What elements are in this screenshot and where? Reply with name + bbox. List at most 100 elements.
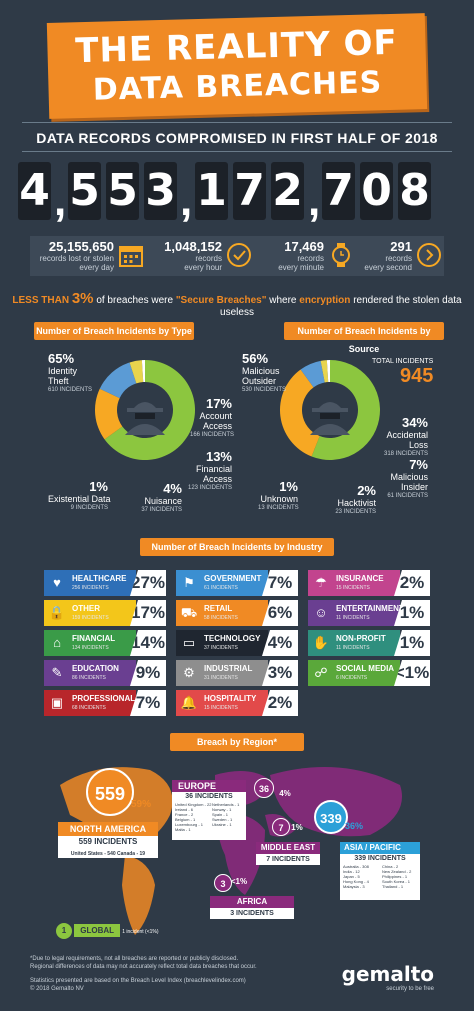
total-incidents: TOTAL INCIDENTS 945 <box>372 358 433 387</box>
bank-icon: ⌂ <box>53 635 61 650</box>
graduation-icon: ✎ <box>51 665 63 680</box>
ap-count-bubble: 339 <box>314 800 348 834</box>
secure-pct: 3% <box>71 290 94 307</box>
af-incidents: 3 INCIDENTS <box>210 908 294 919</box>
country-entry: France - 2 <box>175 812 194 817</box>
industry-industrial: ⚙ INDUSTRIAL 31 INCIDENTS 3% <box>176 660 298 686</box>
industry-insurance: ☂ INSURANCE 15 INCIDENTS 2% <box>308 570 430 596</box>
counter-digit: 3 <box>144 162 177 220</box>
stat-label: every minute <box>278 263 324 272</box>
ap-box: 339 INCIDENTS Australia - 308 India - 12 J… <box>340 854 420 900</box>
umbrella-icon: ☂ <box>315 575 327 590</box>
country-entry: Belgium - 1 <box>175 817 196 822</box>
secure-breach-statement: LESS THAN 3% of breaches were "Secure Br… <box>0 290 474 318</box>
industry-name: NON-PROFIT <box>336 634 386 643</box>
country-entry: Philippines - 1 <box>382 874 408 879</box>
ap-pct: 36% <box>344 821 363 831</box>
arrow-circle-icon <box>417 243 441 267</box>
donut-slice <box>104 360 195 460</box>
country-entry: Spain - 1 <box>212 812 229 817</box>
industry-bar <box>44 600 136 626</box>
industry-name: OTHER <box>72 604 100 613</box>
industry-bar <box>44 630 136 656</box>
industry-incidents: 37 INCIDENTS <box>204 645 238 651</box>
me-incidents: 7 INCIDENTS <box>256 854 320 865</box>
counter-digit: 0 <box>360 162 393 220</box>
industry-incidents: 15 INCIDENTS <box>204 705 238 711</box>
stat-label: records <box>195 254 222 263</box>
encryption-word: encryption <box>299 295 351 306</box>
industry-name: EDUCATION <box>72 664 119 673</box>
less-than-label: LESS THAN <box>12 295 70 306</box>
stat-label: records <box>297 254 324 263</box>
footnote: Regional differences of data may not acc… <box>30 964 257 970</box>
country-entry: Ireland - 6 <box>175 807 194 812</box>
na-box: 559 INCIDENTS United States - 540 Canada … <box>58 836 158 858</box>
industry-bar <box>308 630 400 656</box>
donut-slice <box>320 360 329 383</box>
hacker-icon <box>310 402 350 435</box>
industry-pct: 4% <box>262 630 298 656</box>
lock-icon: 🔒 <box>48 605 66 620</box>
na-incidents: 559 INCIDENTS <box>78 837 138 846</box>
stat-value: 1,048,152 <box>164 239 222 254</box>
industry-incidents: 134 INCIDENTS <box>72 645 109 651</box>
source-label-accidental-loss: 34% Accidental Loss 318 INCIDENTS <box>383 415 428 458</box>
industry-name: INSURANCE <box>336 574 384 583</box>
type-label-financial-access: 13% Financial Access 123 INCIDENTS <box>187 449 232 492</box>
cart-icon: ⛟ <box>180 605 198 620</box>
country-entry: Malaysia - 3 <box>343 884 365 889</box>
donut-slice <box>300 360 325 388</box>
industry-name: FINANCIAL <box>72 634 116 643</box>
stat-label: every hour <box>184 263 222 272</box>
industry-name: TECHNOLOGY <box>204 634 261 643</box>
total-label: TOTAL INCIDENTS <box>372 358 434 365</box>
industry-other: 🔒 OTHER 159 INCIDENTS 17% <box>44 600 166 626</box>
counter-digit: 5 <box>68 162 101 220</box>
industry-incidents: 86 INCIDENTS <box>72 675 106 681</box>
industry-bar <box>44 570 136 596</box>
hacker-icon <box>125 402 165 435</box>
stat-label: every second <box>364 263 412 272</box>
industry-professional: ▣ PROFESSIONAL 68 INCIDENTS 7% <box>44 690 166 716</box>
type-label-nuisance: 4% Nuisance 37 INCIDENTS <box>141 481 182 514</box>
industry-bar <box>176 600 268 626</box>
footnote: Statistics presented are based on the Br… <box>30 978 246 984</box>
country-entry: Netherlands - 1 <box>212 802 240 807</box>
country-entry: Australia - 308 <box>343 864 369 869</box>
industry-incidents: 11 INCIDENTS <box>336 645 370 651</box>
source-label-malicious-outsider: 56% Malicious Outsider 530 INCIDENTS <box>242 351 287 394</box>
rate-stats-bar: 25,155,650 records lost or stolen every … <box>30 236 444 276</box>
stat-value: 25,155,650 <box>48 239 114 254</box>
country-entry: United Kingdom - 22 <box>175 802 212 807</box>
industry-name: HEALTHCARE <box>72 574 127 583</box>
industry-retail: ⛟ RETAIL 58 INCIDENTS 6% <box>176 600 298 626</box>
bell-icon: 🔔 <box>180 695 198 710</box>
industry-name: RETAIL <box>204 604 233 613</box>
stat-value: 17,469 <box>284 239 324 254</box>
counter-digit: 2 <box>271 162 304 220</box>
industry-incidents: 15 INCIDENTS <box>336 585 370 591</box>
country-entry: Ukraine - 1 <box>212 822 232 827</box>
industry-bar <box>176 660 268 686</box>
brand-name: gemalto <box>341 962 434 986</box>
heartbeat-icon: ♥ <box>53 575 61 590</box>
total-value: 945 <box>399 365 434 387</box>
stat-value: 291 <box>390 239 412 254</box>
secure-quote: "Secure Breaches" <box>175 295 267 306</box>
industry-bar <box>308 570 400 596</box>
gears-icon: ⚙ <box>183 665 195 680</box>
na-detail: United States - 540 Canada - 19 <box>70 851 146 857</box>
country-entry: China - 2 <box>382 864 399 869</box>
counter-comma: , <box>54 176 67 225</box>
type-label-existential-data: 1% Existential Data 9 INCIDENTS <box>48 479 111 512</box>
stat-per-hour: 1,048,152 records every hour <box>152 236 222 276</box>
na-title: NORTH AMERICA <box>58 822 158 836</box>
watch-icon <box>332 243 350 267</box>
global-detail: 1 incident (<1%) <box>122 929 159 935</box>
region-section-pill: Breach by Region* <box>170 733 304 751</box>
donut-slice <box>280 369 320 457</box>
country-entry: Luxembourg - 1 <box>175 822 204 827</box>
industry-incidents: 31 INCIDENTS <box>204 675 238 681</box>
